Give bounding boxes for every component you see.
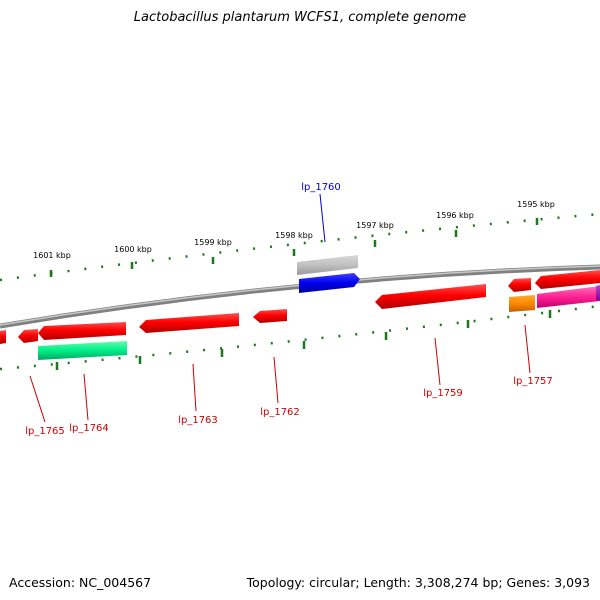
gene-purple-edge[interactable] (596, 285, 600, 301)
gene-lp-1764[interactable] (38, 322, 126, 340)
gene-label-lp-1764[interactable]: lp_1764 (69, 423, 109, 434)
gene-label-lp-1760[interactable]: lp_1760 (301, 182, 341, 193)
leader-lp-1765 (29, 375, 46, 423)
upper-major-ticks (49, 218, 539, 277)
gene-lp-1760-blue[interactable] (299, 273, 360, 293)
gene-lp-1762[interactable] (253, 309, 287, 323)
topology-text: Topology: circular; Length: 3,308,274 bp… (246, 575, 590, 590)
genome-backbone-highlight (0, 265, 600, 326)
gene-label-lp-1759[interactable]: lp_1759 (423, 388, 463, 399)
kbp-label: 1601 kbp (33, 251, 71, 260)
kbp-label: 1597 kbp (356, 221, 394, 230)
gene-label-lp-1762[interactable]: lp_1762 (260, 407, 300, 418)
leader-lp-1759 (434, 337, 441, 386)
gene-lp-1757-orange[interactable] (509, 295, 535, 312)
gene-label-lp-1757[interactable]: lp_1757 (513, 376, 553, 387)
kbp-label: 1598 kbp (275, 231, 313, 240)
kbp-label: 1595 kbp (517, 200, 555, 209)
leader-lp-1762 (273, 356, 279, 404)
kbp-label: 1600 kbp (114, 245, 152, 254)
gene-lp-1764-green[interactable] (38, 341, 127, 360)
kbp-label: 1596 kbp (436, 211, 474, 220)
gene-lp-1759[interactable] (375, 284, 486, 309)
map-title: Lactobacillus plantarum WCFS1, complete … (133, 10, 467, 25)
leader-lp-1764 (83, 373, 89, 421)
leader-lp-1760 (319, 193, 326, 243)
gene-lp-1760-grey[interactable] (297, 255, 358, 275)
genome-backbone (0, 264, 600, 329)
gene-lp-1757-red-large[interactable] (535, 270, 600, 289)
accession-text: Accession: NC_004567 (9, 575, 152, 590)
gene-lp-1763[interactable] (139, 313, 239, 333)
leader-lp-1757 (524, 324, 531, 374)
gene-label-lp-1763[interactable]: lp_1763 (178, 415, 218, 426)
gene-label-lp-1765[interactable]: lp_1765 (25, 426, 65, 437)
gene-lp-1757-pink[interactable] (537, 286, 600, 308)
leader-lp-1763 (192, 363, 197, 412)
gene-lp-1757-red-small[interactable] (508, 278, 531, 292)
gene-left-edge[interactable] (0, 330, 6, 344)
kbp-label: 1599 kbp (194, 238, 232, 247)
lower-major-ticks (55, 310, 552, 370)
lower-ruler (0, 304, 600, 371)
gene-lp-1765[interactable] (18, 329, 38, 343)
